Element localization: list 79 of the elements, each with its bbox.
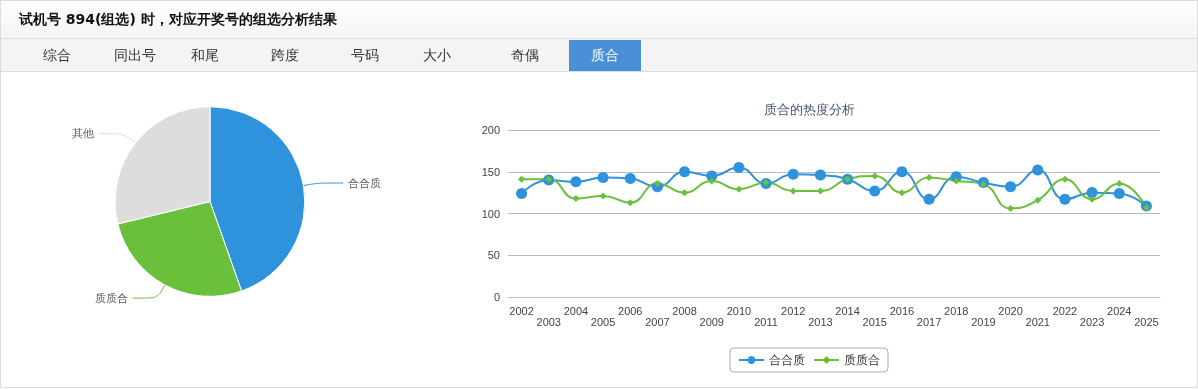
point (1142, 204, 1150, 212)
point (1086, 187, 1098, 199)
x-tick-label: 2003 (536, 315, 561, 328)
x-tick-label: 2014 (835, 304, 860, 317)
y-tick-label: 150 (481, 165, 500, 178)
point (733, 162, 745, 174)
point (925, 174, 933, 182)
x-tick-label: 2006 (618, 304, 643, 317)
point (518, 175, 526, 183)
text: 同出号 (113, 46, 157, 65)
x-tick-label: 2022 (1052, 304, 1078, 317)
point (735, 185, 743, 193)
x-tick-label: 2025 (1134, 315, 1159, 328)
point (681, 189, 689, 197)
point (1059, 193, 1071, 205)
y-tick-label: 0 (493, 291, 500, 303)
text: 奇偶 (510, 46, 540, 65)
x-tick-label: 2021 (1025, 315, 1050, 328)
point (597, 172, 609, 184)
legend-label: 质质合 (844, 353, 880, 367)
x-tick-label: 2009 (699, 315, 724, 328)
text: 号码 (350, 46, 380, 65)
y-tick-label: 50 (487, 249, 500, 262)
point (814, 169, 826, 181)
point (1034, 196, 1042, 204)
point (952, 177, 960, 185)
x-tick-label: 2018 (944, 304, 969, 317)
x-tick-label: 2013 (808, 315, 833, 328)
text: 综合 (42, 46, 72, 65)
point (679, 166, 691, 178)
x-tick-label: 2024 (1107, 304, 1132, 317)
point (570, 176, 582, 188)
text: 和尾 (190, 46, 220, 65)
x-tick-label: 2004 (563, 304, 589, 317)
x-tick-label: 2002 (509, 304, 534, 317)
x-tick-label: 2005 (590, 315, 616, 328)
slice-label: 其他 (71, 127, 94, 141)
point (1061, 175, 1069, 183)
x-tick-label: 2007 (645, 315, 670, 328)
chart-title: 试机号 894(组选) 时，对应开奖号的组选分析结果 (19, 11, 337, 29)
point (1032, 164, 1044, 176)
y-tick-label: 100 (481, 207, 500, 220)
point (572, 194, 580, 202)
point (871, 172, 879, 180)
point (599, 192, 607, 200)
point (1005, 181, 1017, 193)
x-tick-label: 2016 (889, 304, 915, 317)
point (653, 179, 661, 187)
point (869, 185, 881, 197)
x-tick-label: 2020 (998, 304, 1023, 317)
x-tick-label: 2017 (916, 315, 942, 328)
point (624, 172, 636, 184)
slice-label: 质质合 (94, 291, 128, 305)
point (898, 189, 906, 197)
point (1115, 179, 1123, 187)
x-tick-label: 2019 (971, 315, 996, 328)
x-tick-label: 2011 (754, 315, 778, 328)
point (516, 187, 528, 199)
slice-label: 合合质 (348, 176, 382, 190)
point (789, 187, 797, 195)
text: 跨度 (270, 46, 300, 65)
x-tick-label: 2015 (862, 315, 887, 328)
chart-title: 质合的热度分析 (763, 102, 855, 117)
text: 大小 (422, 46, 452, 65)
text: 质合 (569, 40, 641, 71)
y-tick-label: 200 (481, 124, 500, 136)
point (708, 177, 716, 185)
x-tick-label: 2023 (1079, 315, 1105, 328)
point (1007, 204, 1015, 212)
point (787, 168, 799, 180)
x-tick-label: 2012 (781, 304, 806, 317)
point (896, 166, 908, 178)
x-tick-label: 2010 (726, 304, 752, 317)
x-tick-label: 2008 (672, 304, 697, 317)
point (1113, 187, 1125, 199)
point (923, 193, 935, 205)
point (626, 199, 634, 207)
legend-label: 合合质 (769, 353, 805, 367)
point (1088, 195, 1096, 203)
